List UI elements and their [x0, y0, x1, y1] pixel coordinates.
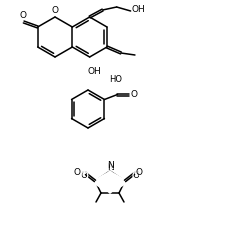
- Text: O: O: [135, 168, 142, 177]
- Text: N: N: [102, 159, 118, 172]
- Text: OH: OH: [88, 67, 101, 76]
- Text: N: N: [107, 163, 113, 172]
- Text: O: O: [52, 6, 58, 15]
- Text: O: O: [81, 172, 87, 180]
- Text: HO: HO: [109, 76, 122, 84]
- Text: O: O: [128, 170, 144, 183]
- Text: O: O: [133, 172, 139, 180]
- Text: OH: OH: [132, 5, 145, 15]
- Text: N: N: [107, 161, 113, 170]
- Text: O: O: [131, 90, 137, 99]
- Text: O: O: [19, 11, 26, 20]
- Text: O: O: [74, 168, 81, 177]
- Text: O: O: [76, 170, 92, 183]
